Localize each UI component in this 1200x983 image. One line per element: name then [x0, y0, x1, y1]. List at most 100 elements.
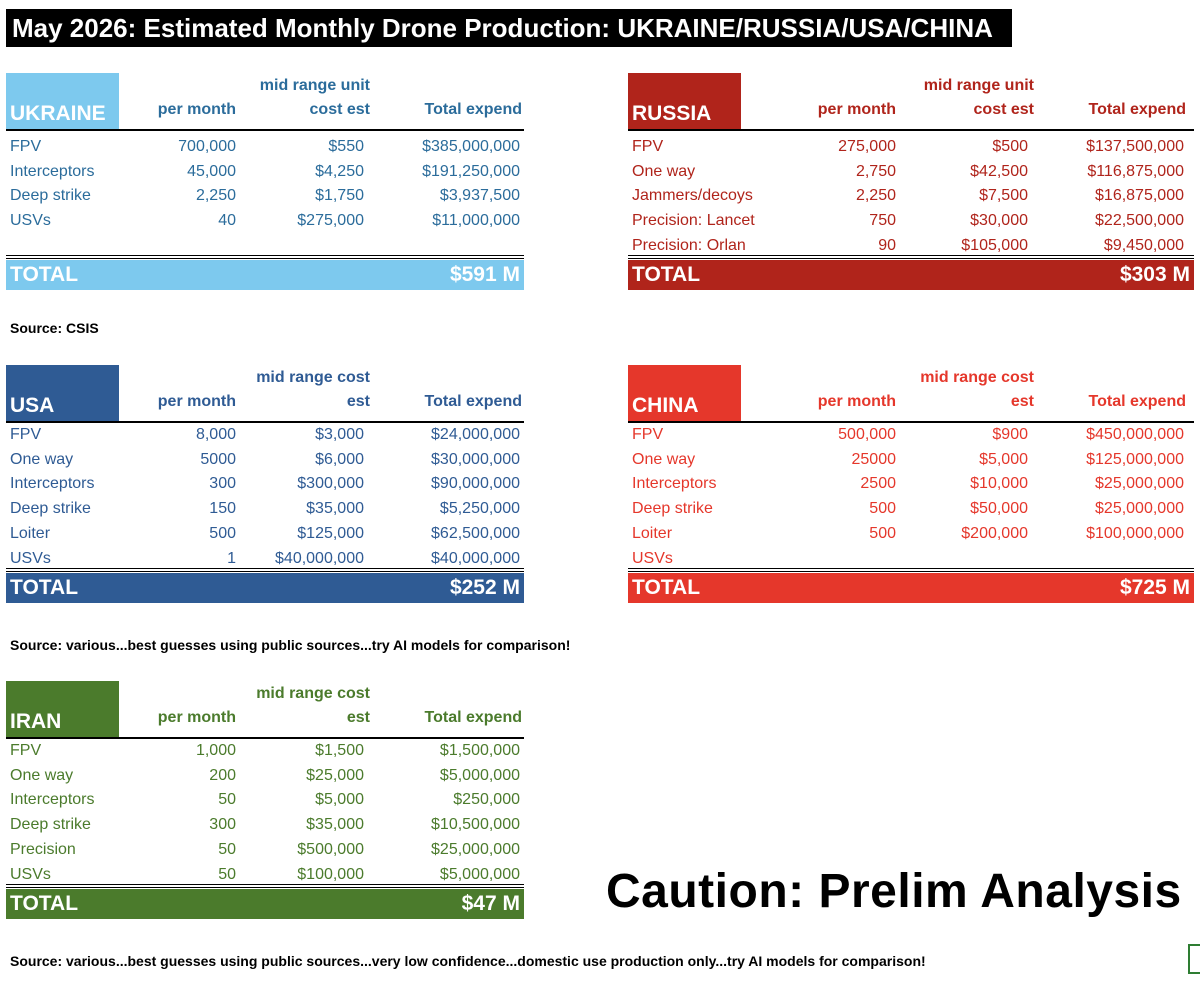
- cell-total: $116,875,000: [1087, 162, 1184, 180]
- cell-label: Deep strike: [10, 500, 91, 518]
- cell-cost: $105,000: [961, 236, 1028, 254]
- cell-cost: $300,000: [297, 475, 364, 493]
- cell-total: $22,500,000: [1095, 212, 1184, 230]
- iran-country-header: IRAN: [6, 681, 119, 737]
- cell-cost: $500,000: [297, 840, 364, 858]
- cell-cost: $1,500: [315, 742, 364, 759]
- china-col-total: Total expend: [1088, 393, 1187, 410]
- cell-cost: $7,500: [979, 187, 1028, 205]
- total-value: $725 M: [1119, 576, 1190, 599]
- usa-total-bar: TOTAL $252 M: [6, 573, 524, 603]
- cell-per-month: 2,250: [855, 187, 896, 205]
- cell-per-month: 1,000: [195, 742, 236, 759]
- cell-cost: $3,000: [315, 426, 364, 443]
- cell-label: Interceptors: [10, 791, 95, 809]
- cell-label: FPV: [10, 426, 42, 443]
- table-row: FPV 500,000 $900 $450,000,000: [628, 423, 1194, 447]
- russia-total-rule-2: [628, 258, 1194, 259]
- cell-total: $1,500,000: [439, 742, 520, 759]
- china-header-rule: [628, 421, 1194, 423]
- cell-selection-marker: [1188, 944, 1200, 974]
- iran-col-cost-line2: est: [346, 709, 370, 726]
- cell-per-month: 50: [218, 791, 236, 809]
- caution-label: Caution: Prelim Analysis: [606, 865, 1182, 918]
- cell-cost: $25,000: [306, 766, 364, 784]
- cell-cost: $40,000,000: [275, 549, 364, 567]
- usa-header-rule: [6, 421, 524, 423]
- cell-total: $25,000,000: [1095, 475, 1184, 493]
- source-various: Source: various...best guesses using pub…: [10, 637, 571, 653]
- table-row: USVs 40 $275,000 $11,000,000: [6, 209, 524, 233]
- cell-per-month: 45,000: [187, 162, 236, 180]
- ukraine-table: UKRAINE per month mid range unit cost est To…: [6, 73, 524, 293]
- cell-total: $9,450,000: [1103, 236, 1184, 254]
- russia-col-cost-line1: mid range unit: [923, 77, 1034, 94]
- china-col-cost-line1: mid range cost: [920, 369, 1034, 386]
- usa-table: USA per month mid range cost est Total expen…: [6, 365, 524, 607]
- usa-col-cost-line2: est: [346, 393, 370, 410]
- table-row: Deep strike 500 $50,000 $25,000,000: [628, 497, 1194, 521]
- cell-label: USVs: [10, 549, 51, 567]
- cell-total: $10,500,000: [431, 816, 520, 834]
- cell-per-month: 500,000: [838, 426, 896, 443]
- china-col-per-month: per month: [817, 393, 896, 410]
- usa-country-header: USA: [6, 365, 119, 421]
- cell-cost: $35,000: [306, 816, 364, 834]
- russia-country-header: RUSSIA: [628, 73, 741, 129]
- cell-per-month: 2,750: [855, 162, 896, 180]
- cell-label: Jammers/decoys: [632, 187, 753, 205]
- cell-cost: $10,000: [970, 475, 1028, 493]
- cell-label: USVs: [10, 865, 51, 883]
- cell-cost: $30,000: [970, 212, 1028, 230]
- cell-label: One way: [10, 450, 74, 468]
- cell-cost: $500: [992, 138, 1028, 155]
- table-row: USVs 1 $40,000,000 $40,000,000: [6, 547, 524, 571]
- cell-label: Deep strike: [632, 500, 713, 518]
- table-row: FPV 700,000 $550 $385,000,000: [6, 135, 524, 159]
- cell-per-month: 500: [209, 524, 236, 542]
- cell-label: One way: [632, 450, 696, 468]
- cell-label: FPV: [10, 742, 42, 759]
- table-row: Jammers/decoys 2,250 $7,500 $16,875,000: [628, 184, 1194, 208]
- cell-per-month: 2,250: [195, 187, 236, 205]
- ukraine-total-rule-2: [6, 258, 524, 259]
- usa-col-per-month: per month: [157, 393, 236, 410]
- total-value: $591 M: [449, 263, 520, 286]
- cell-total: $450,000,000: [1086, 426, 1184, 443]
- table-row: USVs: [628, 547, 1194, 571]
- table-row: Interceptors 300 $300,000 $90,000,000: [6, 472, 524, 496]
- cell-label: Interceptors: [10, 475, 95, 493]
- cell-cost: $35,000: [306, 500, 364, 518]
- cell-per-month: 8,000: [195, 426, 236, 443]
- cell-per-month: 40: [218, 212, 236, 230]
- cell-total: $30,000,000: [431, 450, 520, 468]
- cell-cost: $900: [992, 426, 1028, 443]
- ukraine-country-header: UKRAINE: [6, 73, 119, 129]
- cell-per-month: 500: [869, 524, 896, 542]
- ukraine-header-rule: [6, 129, 524, 131]
- cell-label: Precision: Lancet: [632, 212, 755, 230]
- cell-cost: $4,250: [315, 162, 364, 180]
- table-row: USVs 50 $100,000 $5,000,000: [6, 863, 524, 887]
- cell-per-month: 150: [209, 500, 236, 518]
- cell-total: $191,250,000: [422, 162, 520, 180]
- total-value: $252 M: [449, 576, 520, 599]
- cell-per-month: 25000: [851, 450, 897, 468]
- ukraine-col-per-month: per month: [157, 101, 236, 118]
- cell-cost: $100,000: [297, 865, 364, 883]
- cell-label: Deep strike: [10, 816, 91, 834]
- iran-total-bar: TOTAL $47 M: [6, 889, 524, 919]
- cell-per-month: 300: [209, 816, 236, 834]
- table-row: FPV 275,000 $500 $137,500,000: [628, 135, 1194, 159]
- iran-total-rule: [6, 884, 524, 885]
- cell-label: Precision: Orlan: [632, 236, 746, 254]
- china-country-header: CHINA: [628, 365, 741, 421]
- russia-total-rule: [628, 255, 1194, 256]
- total-label: TOTAL: [632, 263, 701, 286]
- cell-cost: $6,000: [315, 450, 364, 468]
- cell-label: USVs: [632, 549, 673, 567]
- cell-label: Interceptors: [632, 475, 717, 493]
- cell-per-month: 50: [218, 840, 236, 858]
- table-row: One way 25000 $5,000 $125,000,000: [628, 448, 1194, 472]
- cell-label: FPV: [10, 138, 42, 155]
